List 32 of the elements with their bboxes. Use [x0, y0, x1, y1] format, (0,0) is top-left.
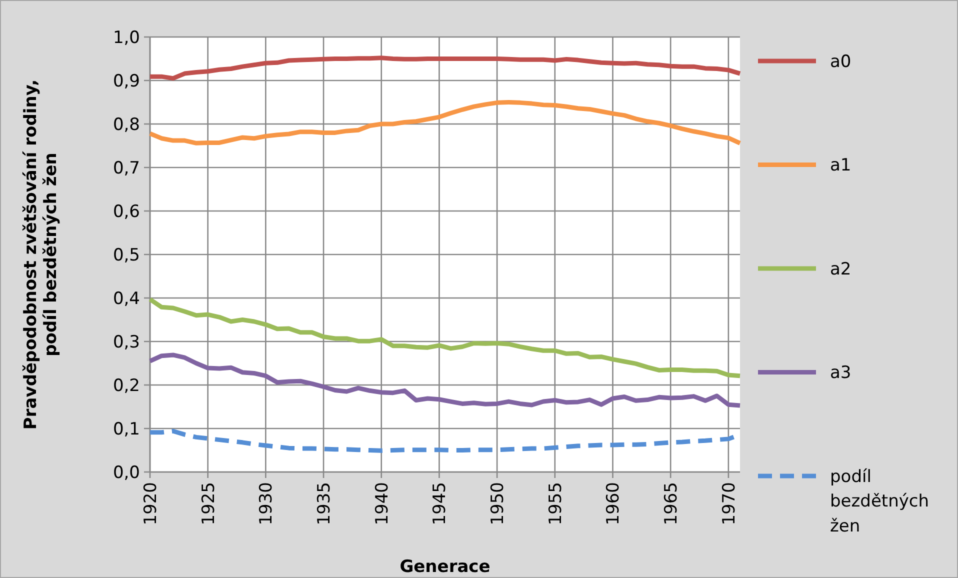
line-series: [148, 100, 742, 146]
line-series: [148, 297, 742, 378]
x-tick-label: 1970: [719, 482, 740, 526]
x-tick-label: 1955: [546, 482, 566, 526]
x-tick-label: 1960: [604, 482, 624, 526]
y-tick-label: 0,0: [112, 462, 140, 483]
x-tick-label: 1920: [140, 482, 161, 526]
y-tick-label: 0,5: [112, 245, 140, 266]
legend-label: a1: [830, 156, 852, 176]
legend-label: a3: [830, 363, 852, 384]
y-tick-label: 0,4: [112, 288, 140, 309]
x-tick-label: 1950: [488, 482, 508, 526]
x-tick-label: 1965: [662, 482, 682, 526]
x-axis-title: Generace: [400, 557, 490, 577]
y-tick-label: 1,0: [112, 28, 140, 48]
y-axis-title: Pravděpodobnost zvětšování rodiny, podíl bezdětných žen: [20, 79, 62, 430]
y-tick-label: 0,9: [112, 71, 140, 92]
y-tick-label: 0,6: [112, 202, 140, 222]
x-tick-label: 1940: [372, 482, 392, 526]
x-tick-label: 1930: [256, 482, 277, 526]
line-series: [148, 352, 742, 408]
legend-label: podíl bezdětných žen: [830, 466, 930, 536]
y-tick-label: 0,7: [112, 158, 140, 178]
y-tick-label: 0,1: [112, 419, 140, 440]
legend-label: a0: [830, 52, 852, 72]
y-tick-label: 0,8: [112, 114, 140, 135]
x-tick-label: 1925: [198, 482, 219, 526]
x-tick-label: 1935: [314, 482, 334, 526]
legend-label: a2: [830, 259, 852, 280]
x-tick-label: 1945: [430, 482, 450, 526]
y-tick-label: 0,2: [112, 376, 140, 396]
y-tick-label: 0,3: [112, 332, 140, 352]
